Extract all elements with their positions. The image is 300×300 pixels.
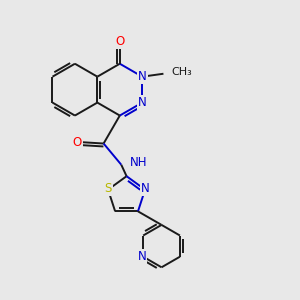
Text: NH: NH bbox=[130, 156, 148, 169]
Text: N: N bbox=[138, 96, 147, 109]
Text: S: S bbox=[104, 182, 112, 195]
Text: N: N bbox=[141, 182, 149, 195]
Text: N: N bbox=[138, 250, 146, 263]
Text: O: O bbox=[73, 136, 82, 148]
Text: CH₃: CH₃ bbox=[172, 67, 192, 77]
Text: N: N bbox=[138, 70, 147, 83]
Text: O: O bbox=[115, 35, 124, 48]
